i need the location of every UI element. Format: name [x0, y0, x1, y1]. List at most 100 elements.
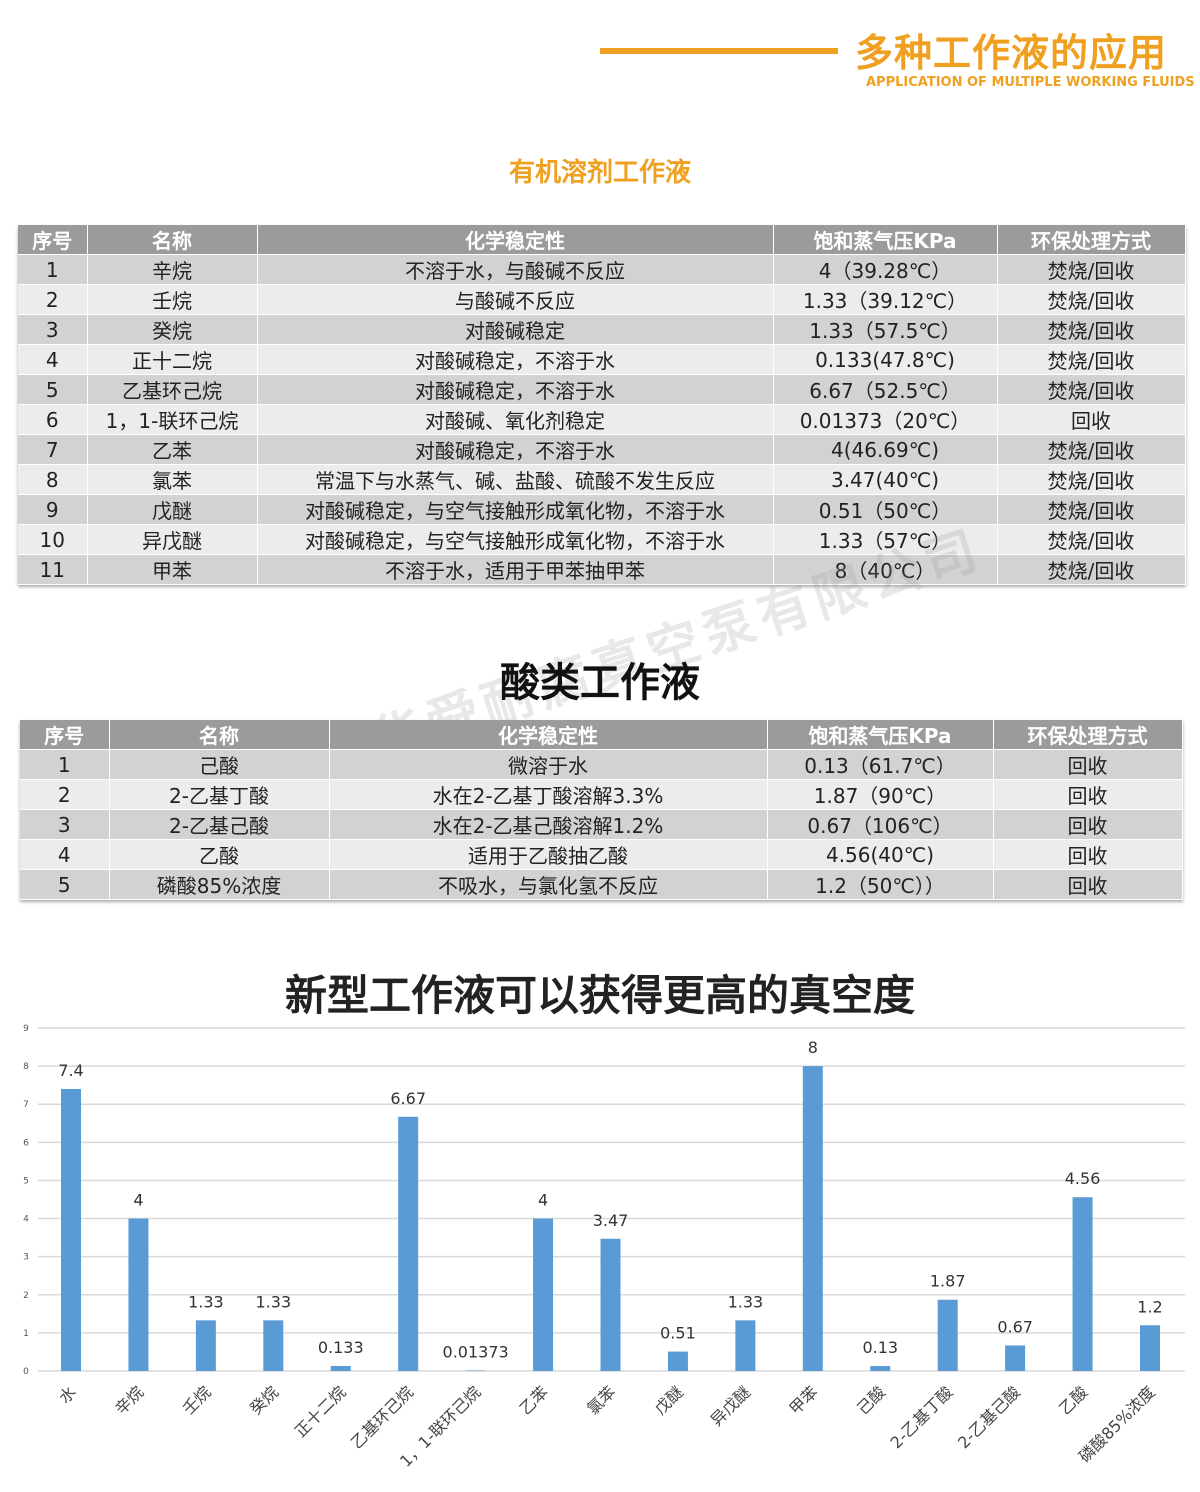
bar — [61, 1088, 81, 1371]
table-row: 7 乙苯 对酸碱稳定，不溶于水 4(46.69℃) 焚烧/回收 — [18, 434, 1186, 465]
table-cell: 8 — [18, 464, 88, 495]
data-label: 3.47 — [593, 1211, 629, 1230]
column-header: 名称 — [109, 720, 330, 750]
table-cell: 对酸碱稳定，不溶于水 — [257, 434, 774, 465]
x-tick-label: 乙酸 — [1055, 1382, 1091, 1418]
data-label: 4.56 — [1065, 1169, 1101, 1188]
table-cell: 1.33（57.5℃） — [773, 314, 998, 345]
table-cell: 1 — [18, 254, 88, 285]
table-cell: 6 — [18, 404, 88, 435]
data-label: 6.67 — [390, 1089, 426, 1108]
data-label: 4 — [538, 1191, 548, 1210]
header-accent-line — [600, 48, 838, 54]
table-cell: 对酸碱稳定，与空气接触形成氧化物，不溶于水 — [257, 494, 774, 525]
x-tick-label: 水 — [55, 1382, 80, 1407]
bar — [263, 1320, 284, 1371]
y-tick-label: 7 — [23, 1100, 29, 1110]
x-tick-label: 乙苯 — [516, 1382, 552, 1418]
x-tick-label: 异戊醚 — [707, 1382, 754, 1429]
table-cell: 9 — [18, 494, 88, 525]
column-header: 饱和蒸气压KPa — [767, 720, 994, 750]
data-label: 1.33 — [728, 1292, 764, 1311]
table-cell: 焚烧/回收 — [997, 374, 1186, 405]
table-cell: 4 — [18, 344, 88, 375]
table-cell: 10 — [18, 524, 88, 555]
table-cell: 焚烧/回收 — [997, 254, 1186, 285]
table-cell: 乙酸 — [109, 839, 330, 870]
x-tick-label: 2-乙基丁酸 — [887, 1382, 957, 1452]
y-tick-label: 3 — [23, 1253, 29, 1263]
bar — [735, 1320, 756, 1371]
data-label: 0.133 — [318, 1338, 364, 1357]
table-cell: 氯苯 — [87, 464, 258, 495]
table-cell: 1.87（90℃） — [767, 779, 994, 810]
x-tick-label: 2-乙基己酸 — [954, 1382, 1024, 1452]
bar — [1140, 1325, 1160, 1371]
y-tick-label: 5 — [23, 1176, 29, 1186]
y-tick-label: 9 — [23, 1024, 29, 1034]
table-cell: 0.67（106℃） — [767, 809, 994, 840]
table-cell: 辛烷 — [87, 254, 258, 285]
table-row: 5 磷酸85%浓度 不吸水，与氯化氢不反应 1.2（50℃）） 回收 — [20, 869, 1183, 900]
table-cell: 己酸 — [109, 749, 330, 780]
column-header: 饱和蒸气压KPa — [773, 225, 998, 255]
table-header-row: 序号 名称 化学稳定性 饱和蒸气压KPa 环保处理方式 — [18, 225, 1186, 255]
table-cell: 回收 — [993, 779, 1183, 810]
x-tick-label: 乙基环己烷 — [347, 1382, 417, 1452]
x-tick-label: 己酸 — [853, 1382, 889, 1418]
table-cell: 5 — [18, 374, 88, 405]
table-cell: 1 — [20, 749, 110, 780]
bar — [465, 1370, 486, 1371]
table-cell: 不溶于水，适用于甲苯抽甲苯 — [257, 554, 774, 585]
table-cell: 焚烧/回收 — [997, 494, 1186, 525]
table-cell: 正十二烷 — [87, 344, 258, 375]
table-row: 4 乙酸 适用于乙酸抽乙酸 4.56(40℃) 回收 — [20, 839, 1183, 870]
table-cell: 4(46.69℃) — [773, 434, 998, 465]
y-tick-label: 0 — [23, 1367, 29, 1377]
table-cell: 2-乙基丁酸 — [109, 779, 330, 810]
bar — [330, 1365, 351, 1371]
table-cell: 焚烧/回收 — [997, 464, 1186, 495]
bar — [1005, 1345, 1026, 1371]
table-cell: 与酸碱不反应 — [257, 284, 774, 315]
table-row: 5 乙基环己烷 对酸碱稳定，不溶于水 6.67（52.5℃） 焚烧/回收 — [18, 374, 1186, 405]
data-label: 7.4 — [58, 1061, 83, 1080]
table-cell: 对酸碱稳定 — [257, 314, 774, 345]
table-cell: 1，1-联环己烷 — [87, 404, 258, 435]
y-tick-label: 1 — [23, 1329, 29, 1339]
table-row: 10 异戊醚 对酸碱稳定，与空气接触形成氧化物，不溶于水 1.33（57℃） 焚烧/回收 — [18, 524, 1186, 555]
table-cell: 回收 — [993, 869, 1183, 900]
bar-chart: 0 1 2 3 4 5 6 7 8 9 7.4 水 4 辛烷 1.33 壬烷 1.33 癸烷 0.133 正十二烷 6.… — [23, 1024, 1185, 1471]
table-cell: 戊醚 — [87, 494, 258, 525]
data-label: 1.87 — [930, 1272, 966, 1291]
table-row: 6 1，1-联环己烷 对酸碱、氧化剂稳定 0.01373（20℃） 回收 — [18, 404, 1186, 435]
x-tick-label: 壬烷 — [179, 1382, 215, 1418]
table-cell: 0.13（61.7℃） — [767, 749, 994, 780]
table-cell: 适用于乙酸抽乙酸 — [329, 839, 768, 870]
data-label: 4 — [133, 1191, 143, 1210]
table-cell: 磷酸85%浓度 — [109, 869, 330, 900]
table-row: 8 氯苯 常温下与水蒸气、碱、盐酸、硫酸不发生反应 3.47(40℃) 焚烧/回收 — [18, 464, 1186, 495]
table-row: 11 甲苯 不溶于水，适用于甲苯抽甲苯 8（40℃） 焚烧/回收 — [18, 554, 1186, 585]
table-cell: 对酸碱稳定，不溶于水 — [257, 374, 774, 405]
table-cell: 3 — [20, 809, 110, 840]
column-header: 环保处理方式 — [993, 720, 1183, 750]
table-cell: 回收 — [993, 839, 1183, 870]
table-cell: 4 — [20, 839, 110, 870]
table-cell: 4.56(40℃) — [767, 839, 994, 870]
table-cell: 焚烧/回收 — [997, 554, 1186, 585]
bar — [398, 1116, 419, 1371]
column-header: 序号 — [20, 720, 110, 750]
column-header: 序号 — [18, 225, 88, 255]
table-row: 1 己酸 微溶于水 0.13（61.7℃） 回收 — [20, 749, 1183, 780]
table-cell: 壬烷 — [87, 284, 258, 315]
bar — [533, 1218, 554, 1371]
data-label: 0.01373 — [443, 1342, 509, 1361]
table-cell: 对酸碱、氧化剂稳定 — [257, 404, 774, 435]
organic-section-title: 有机溶剂工作液 — [508, 158, 691, 188]
bar — [195, 1320, 216, 1371]
table-cell: 0.01373（20℃） — [773, 404, 998, 435]
table-cell: 甲苯 — [87, 554, 258, 585]
table-row: 4 正十二烷 对酸碱稳定，不溶于水 0.133(47.8℃) 焚烧/回收 — [18, 344, 1186, 375]
table-cell: 11 — [18, 554, 88, 585]
